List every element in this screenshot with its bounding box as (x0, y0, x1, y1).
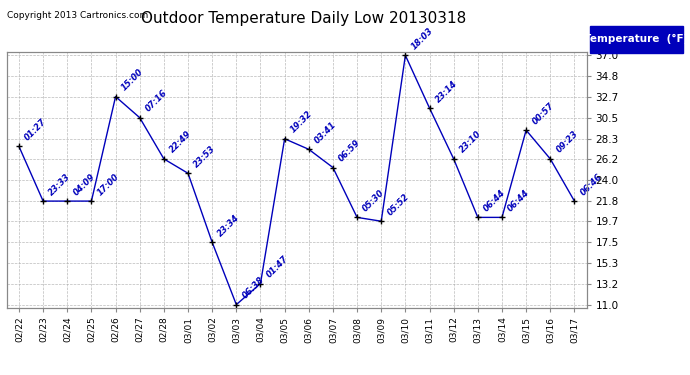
Text: 23:34: 23:34 (217, 213, 241, 238)
Text: 15:00: 15:00 (120, 67, 145, 92)
Text: Copyright 2013 Cartronics.com: Copyright 2013 Cartronics.com (7, 11, 148, 20)
Temperature  (°F) (546, 157, 555, 161)
Temperature  (°F) (184, 171, 193, 176)
Temperature  (°F) (305, 147, 313, 152)
Temperature  (°F) (160, 157, 168, 161)
Temperature  (°F) (136, 116, 144, 120)
Text: 23:14: 23:14 (434, 79, 459, 104)
Text: 04:09: 04:09 (72, 171, 97, 197)
Text: 06:59: 06:59 (337, 138, 362, 164)
Temperature  (°F) (15, 144, 23, 149)
Text: 06:46: 06:46 (579, 171, 604, 197)
Text: 00:57: 00:57 (531, 100, 555, 126)
Text: Temperature  (°F): Temperature (°F) (584, 34, 689, 44)
Temperature  (°F) (522, 128, 531, 132)
Text: 18:03: 18:03 (410, 26, 435, 51)
Temperature  (°F) (257, 281, 265, 286)
Temperature  (°F) (208, 240, 217, 244)
Text: 17:00: 17:00 (96, 171, 121, 197)
Text: Outdoor Temperature Daily Low 20130318: Outdoor Temperature Daily Low 20130318 (141, 11, 466, 26)
Temperature  (°F) (353, 215, 362, 220)
Text: 06:44: 06:44 (506, 188, 531, 213)
Temperature  (°F) (281, 136, 289, 141)
Text: 23:53: 23:53 (193, 144, 217, 169)
Text: 22:49: 22:49 (168, 129, 193, 155)
Temperature  (°F) (63, 199, 72, 203)
Text: 03:41: 03:41 (313, 120, 338, 145)
Temperature  (°F) (402, 53, 410, 58)
Temperature  (°F) (474, 215, 482, 220)
Text: 19:32: 19:32 (289, 109, 314, 135)
Text: 05:52: 05:52 (386, 192, 411, 217)
Temperature  (°F) (498, 215, 506, 220)
Temperature  (°F) (329, 165, 337, 170)
Temperature  (°F) (450, 157, 458, 161)
Temperature  (°F) (112, 94, 120, 99)
Text: 01:27: 01:27 (23, 117, 48, 142)
Temperature  (°F) (87, 199, 95, 203)
Temperature  (°F) (233, 302, 241, 307)
Temperature  (°F) (377, 219, 386, 224)
Text: 06:44: 06:44 (482, 188, 507, 213)
Temperature  (°F) (39, 199, 48, 203)
Temperature  (°F) (571, 199, 579, 203)
Text: 05:30: 05:30 (362, 188, 386, 213)
Text: 06:38: 06:38 (241, 275, 266, 300)
Text: 09:23: 09:23 (555, 129, 580, 155)
Temperature  (°F) (426, 106, 434, 110)
Text: 23:10: 23:10 (458, 129, 483, 155)
Text: 01:47: 01:47 (265, 254, 290, 279)
Text: 23:33: 23:33 (48, 171, 72, 197)
Text: 07:16: 07:16 (144, 88, 169, 114)
Line: Temperature  (°F): Temperature (°F) (15, 52, 578, 308)
